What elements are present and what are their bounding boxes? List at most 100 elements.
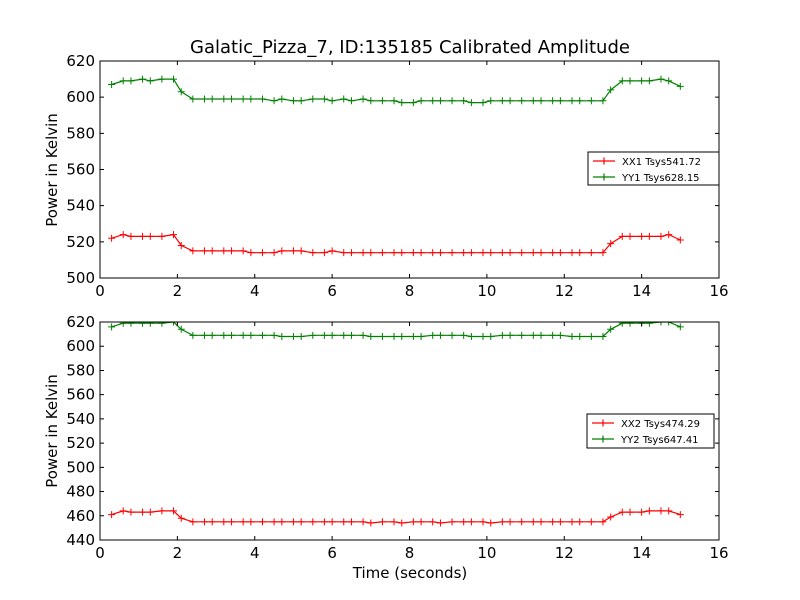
y-tick-label: 540 (66, 410, 95, 428)
series-yy2-tsys647-41 (108, 322, 684, 341)
data-point (378, 97, 386, 105)
data-point (146, 322, 154, 327)
x-axis-label: Time (seconds) (352, 564, 468, 582)
data-point (607, 86, 615, 94)
data-point (239, 95, 247, 103)
data-point (417, 518, 425, 526)
data-point (177, 514, 185, 522)
data-point (139, 232, 147, 240)
data-point (429, 97, 437, 105)
data-point (549, 518, 557, 526)
data-point (645, 322, 653, 327)
data-point (398, 249, 406, 257)
data-point (479, 249, 487, 257)
data-point (127, 322, 135, 327)
data-point (398, 99, 406, 107)
data-point (429, 249, 437, 257)
data-point (258, 331, 266, 339)
data-point (390, 518, 398, 526)
series-line (111, 322, 681, 338)
data-point (320, 249, 328, 257)
data-point (417, 249, 425, 257)
data-point (200, 247, 208, 255)
data-point (638, 77, 646, 85)
data-point (556, 97, 564, 105)
data-point (537, 331, 545, 339)
data-point (177, 88, 185, 96)
y-tick-label: 440 (66, 531, 95, 549)
data-point (529, 249, 537, 257)
top-subplot: Power in Kelvin 0 2 4 6 8 10 12 14 16 500 520 540 56… (43, 52, 729, 300)
data-point (576, 249, 584, 257)
data-point (498, 518, 506, 526)
data-point (359, 249, 367, 257)
data-point (537, 249, 545, 257)
data-point (228, 331, 236, 339)
data-point (359, 95, 367, 103)
data-point (626, 322, 634, 327)
data-point (309, 249, 317, 257)
y-tick-label: 620 (66, 52, 95, 70)
data-point (626, 77, 634, 85)
data-point (228, 95, 236, 103)
data-point (618, 508, 626, 516)
data-point (347, 249, 355, 257)
data-point (467, 518, 475, 526)
data-point (158, 75, 166, 83)
data-point (436, 331, 444, 339)
data-point (297, 247, 305, 255)
data-point (247, 249, 255, 257)
data-point (436, 249, 444, 257)
legend-label: YY2 Tsys647.41 (620, 435, 699, 446)
data-point (556, 518, 564, 526)
data-point (448, 331, 456, 339)
x-tick-label: 16 (709, 544, 728, 562)
x-tick-label: 10 (477, 282, 496, 300)
data-point (645, 77, 653, 85)
data-point (158, 322, 166, 327)
y-tick-label: 600 (66, 88, 95, 106)
data-point (170, 322, 178, 326)
data-point (487, 333, 495, 341)
data-point (498, 331, 506, 339)
data-point (638, 508, 646, 516)
data-point (676, 323, 684, 331)
y-tick-label: 520 (66, 434, 95, 452)
y-tick-label: 500 (66, 269, 95, 287)
data-point (518, 97, 526, 105)
data-point (626, 508, 634, 516)
data-point (390, 249, 398, 257)
x-tick-label: 8 (405, 282, 415, 300)
data-point (289, 518, 297, 526)
data-point (270, 97, 278, 105)
data-point (467, 99, 475, 107)
data-point (189, 518, 197, 526)
data-point (119, 231, 127, 239)
data-point (676, 236, 684, 244)
data-point (529, 331, 537, 339)
legend-swatch (593, 157, 615, 165)
data-point (479, 99, 487, 107)
y-tick-label: 560 (66, 386, 95, 404)
data-point (448, 97, 456, 105)
x-tick-label: 10 (477, 544, 496, 562)
data-point (398, 333, 406, 341)
data-point (607, 325, 615, 333)
data-point (247, 331, 255, 339)
y-tick-label: 580 (66, 124, 95, 142)
data-point (417, 97, 425, 105)
data-point (367, 249, 375, 257)
data-point (460, 97, 468, 105)
data-point (108, 81, 116, 89)
data-point (270, 249, 278, 257)
data-point (220, 331, 228, 339)
data-point (587, 518, 595, 526)
data-point (638, 232, 646, 240)
data-point (158, 507, 166, 515)
data-point (170, 75, 178, 83)
data-point (467, 333, 475, 341)
data-point (448, 249, 456, 257)
data-point (568, 97, 576, 105)
legend-swatch (592, 419, 614, 427)
data-point (220, 518, 228, 526)
